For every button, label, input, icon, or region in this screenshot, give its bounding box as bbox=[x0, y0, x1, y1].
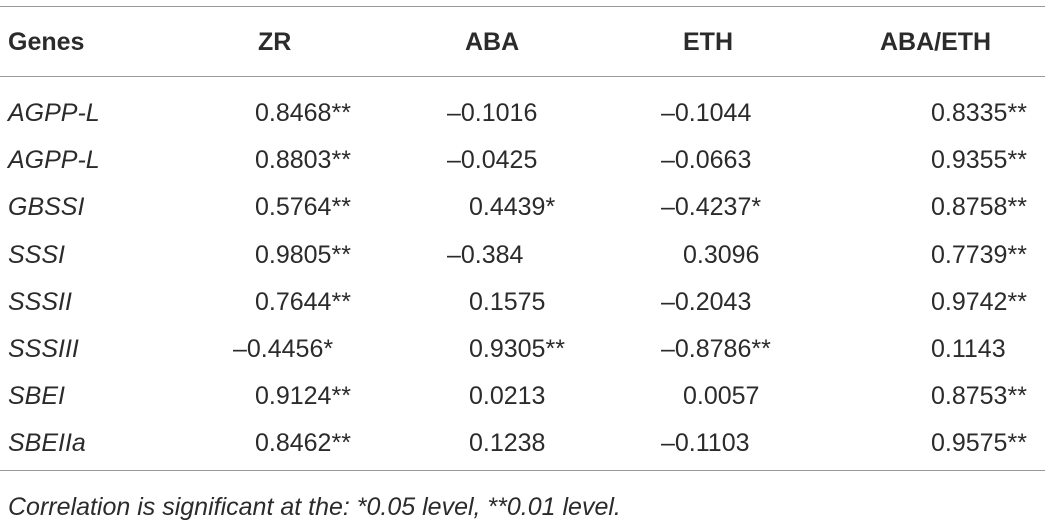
gene-name: SSSIII bbox=[8, 335, 79, 363]
correlation-value: 0.8462** bbox=[255, 429, 351, 458]
correlation-value: 0.1575 bbox=[469, 287, 546, 316]
correlation-value: –0.4237* bbox=[661, 193, 762, 222]
correlation-value: –0.384 bbox=[447, 240, 524, 269]
header-cell: ABA/ETH bbox=[880, 28, 992, 56]
correlation-value: 0.7739** bbox=[931, 240, 1027, 269]
correlation-value: 0.4439* bbox=[469, 193, 556, 222]
correlation-value: 0.1238 bbox=[469, 429, 546, 458]
correlation-value: 0.0213 bbox=[469, 382, 546, 411]
footnote: Correlation is significant at the: *0.05… bbox=[8, 493, 621, 521]
correlation-value: –0.1016 bbox=[447, 99, 538, 127]
correlation-value: 0.0057 bbox=[683, 382, 760, 411]
top-rule bbox=[0, 6, 1045, 7]
correlation-value: 0.8753** bbox=[931, 382, 1027, 411]
gene-name: GBSSI bbox=[8, 193, 85, 222]
correlation-value: 0.1143 bbox=[931, 335, 1006, 363]
correlation-value: –0.0425 bbox=[447, 146, 538, 175]
header-cell: Genes bbox=[8, 28, 85, 56]
correlation-value: 0.3096 bbox=[683, 240, 760, 269]
correlation-value: 0.8758** bbox=[931, 193, 1027, 222]
correlation-value: –0.1103 bbox=[661, 429, 750, 458]
correlation-value: 0.9305** bbox=[469, 335, 565, 363]
gene-name: SBEI bbox=[8, 382, 65, 411]
correlation-value: 0.8803** bbox=[255, 146, 351, 175]
correlation-value: –0.4456* bbox=[233, 335, 334, 363]
header-cell: ZR bbox=[258, 28, 292, 56]
header-cell: ETH bbox=[683, 28, 733, 56]
correlation-value: 0.9575** bbox=[931, 429, 1027, 458]
correlation-value: 0.5764** bbox=[255, 193, 351, 222]
header-rule bbox=[0, 76, 1045, 77]
correlation-value: 0.8335** bbox=[931, 99, 1027, 127]
gene-name: SSSI bbox=[8, 240, 65, 269]
correlation-value: –0.0663 bbox=[661, 146, 752, 175]
gene-name: SSSII bbox=[8, 287, 72, 316]
gene-name: AGPP-L bbox=[8, 99, 100, 127]
correlation-value: 0.9742** bbox=[931, 287, 1027, 316]
correlation-value: 0.9124** bbox=[255, 382, 351, 411]
correlation-value: –0.2043 bbox=[661, 287, 752, 316]
bottom-rule bbox=[0, 470, 1045, 471]
correlation-value: 0.9355** bbox=[931, 146, 1027, 175]
correlation-value: 0.9805** bbox=[255, 240, 351, 269]
correlation-value: 0.7644** bbox=[255, 287, 351, 316]
gene-name: SBEIIa bbox=[8, 429, 86, 458]
correlation-value: –0.8786** bbox=[661, 335, 771, 363]
correlation-value: 0.8468** bbox=[255, 99, 351, 127]
header-cell: ABA bbox=[465, 28, 520, 56]
correlation-value: –0.1044 bbox=[661, 99, 752, 127]
gene-name: AGPP-L bbox=[8, 146, 100, 175]
